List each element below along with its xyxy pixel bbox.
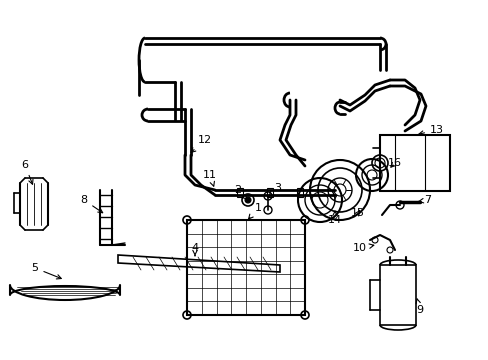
Text: 13: 13 xyxy=(418,125,443,135)
Text: 2: 2 xyxy=(234,185,246,199)
Text: 11: 11 xyxy=(203,170,217,186)
Bar xyxy=(379,135,449,191)
Text: 9: 9 xyxy=(415,299,423,315)
Text: 10: 10 xyxy=(352,243,373,253)
Text: 16: 16 xyxy=(387,158,401,168)
Bar xyxy=(379,265,415,325)
Text: 4: 4 xyxy=(191,243,198,256)
Text: 14: 14 xyxy=(327,211,342,225)
Text: 12: 12 xyxy=(191,135,212,152)
Text: 5: 5 xyxy=(31,263,61,279)
Circle shape xyxy=(244,197,250,203)
Bar xyxy=(296,188,303,197)
Text: 8: 8 xyxy=(80,195,102,213)
Text: 6: 6 xyxy=(21,160,33,184)
Text: 3: 3 xyxy=(268,183,281,196)
Bar xyxy=(237,188,243,197)
Bar xyxy=(186,220,305,315)
Bar xyxy=(266,188,272,197)
Text: 7: 7 xyxy=(418,195,431,205)
Text: 15: 15 xyxy=(350,208,364,218)
Text: 1: 1 xyxy=(248,203,261,219)
